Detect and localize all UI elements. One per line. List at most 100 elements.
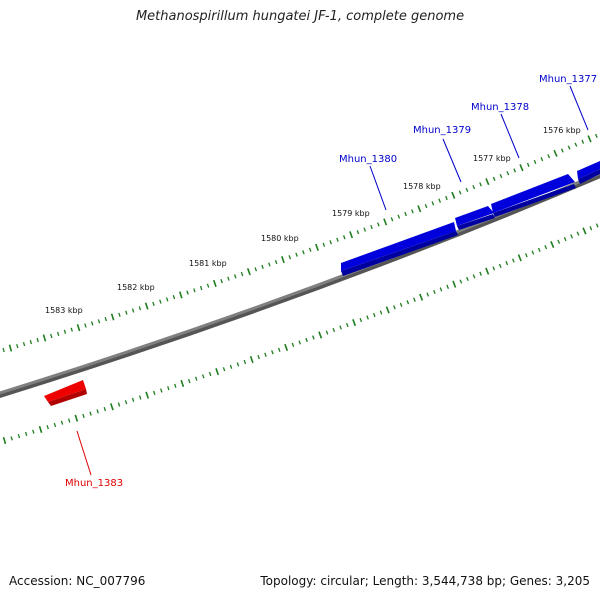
forward-strand-genes [341, 161, 600, 276]
outer-tick-ring [2, 133, 598, 353]
scale-tick [553, 149, 558, 157]
scale-tick [526, 162, 530, 167]
scale-tick [236, 362, 240, 367]
gene-arrow [491, 174, 575, 213]
scale-tick [227, 276, 230, 281]
scale-tick [17, 434, 21, 439]
scale-tick [446, 284, 450, 289]
scale-tick [36, 337, 39, 343]
scale-tick [372, 312, 376, 318]
leader-line [569, 85, 589, 131]
scale-tick [349, 231, 354, 239]
scale-tick [118, 312, 121, 317]
scale-tick [466, 276, 469, 282]
scale-tick [595, 133, 598, 138]
gene-mhun-1378[interactable] [491, 174, 576, 217]
scale-tick [160, 388, 163, 393]
scale-tick [60, 420, 64, 425]
scale-label: 1579 kbp [332, 209, 370, 218]
scale-tick [96, 409, 99, 414]
scale-tick [186, 290, 189, 295]
scale-tick [117, 402, 121, 407]
scale-tick [38, 425, 43, 434]
scale-tick [233, 274, 237, 279]
scale-tick [138, 395, 142, 400]
scale-tick [581, 139, 585, 144]
scale-tick [104, 317, 108, 322]
scale-tick [492, 266, 496, 271]
scale-tick [261, 264, 264, 270]
scale-tick [56, 331, 60, 336]
scale-tick [318, 331, 323, 339]
scale-tick [208, 371, 212, 377]
scale-tick [288, 255, 292, 260]
scale-tick [89, 411, 92, 416]
scale-tick [212, 279, 217, 287]
gene-arrow [341, 222, 456, 271]
scale-tick [452, 280, 457, 288]
scale-tick [277, 347, 281, 352]
gene-mhun-1379[interactable] [455, 206, 495, 230]
scale-tick [84, 323, 87, 328]
scale-tick [417, 205, 422, 213]
scale-tick [152, 390, 156, 396]
scale-tick [42, 334, 47, 342]
scale-tick [187, 378, 191, 384]
scale-tick [419, 293, 424, 301]
leader-line [442, 138, 462, 183]
scale-tick [110, 403, 114, 411]
gene-label[interactable]: Mhun_1378 [471, 102, 529, 113]
scale-tick [595, 223, 599, 228]
scale-tick [370, 224, 373, 230]
scale-tick [22, 342, 26, 347]
scale-tick [479, 182, 482, 187]
accession-label: Accession: NC_007796 [9, 574, 146, 588]
scale-tick [451, 191, 456, 199]
scale-tick [485, 178, 490, 186]
gene-mhun-1377[interactable] [577, 161, 600, 184]
scale-label: 1583 kbp [45, 306, 83, 315]
gene-label[interactable]: Mhun_1380 [339, 154, 397, 165]
scale-tick [145, 391, 150, 399]
gene-label[interactable]: Mhun_1377 [539, 74, 597, 85]
scale-tick [24, 431, 28, 436]
scale-tick [513, 168, 517, 173]
scale-tick [393, 305, 396, 310]
scale-tick [76, 324, 81, 332]
scale-tick [271, 350, 274, 355]
scale-tick [295, 252, 298, 257]
scale-tick [390, 217, 394, 222]
gene-mhun-1380[interactable] [341, 222, 458, 276]
scale-label: 1577 kbp [473, 154, 511, 163]
scale-tick [517, 254, 522, 262]
scale-tick [144, 302, 149, 310]
gene-labels: Mhun_1380 Mhun_1379 Mhun_1378 Mhun_1377 … [65, 74, 597, 489]
scale-tick [570, 234, 573, 239]
scale-tick [336, 237, 339, 242]
gene-label[interactable]: Mhun_1379 [413, 125, 471, 136]
scale-tick [567, 145, 571, 150]
scale-tick [385, 306, 390, 314]
scale-tick [519, 164, 524, 172]
gene-mhun-1383[interactable] [44, 380, 87, 406]
scale-tick [479, 271, 482, 276]
scale-tick [485, 267, 490, 275]
backbone-shadow [0, 174, 600, 398]
scale-tick [229, 364, 233, 369]
scale-tick [63, 329, 67, 334]
scale-tick [243, 359, 247, 365]
scale-tick [589, 226, 593, 231]
scale-tick [383, 218, 388, 226]
gene-arrow-shadow [493, 184, 576, 217]
scale-tick [506, 171, 510, 176]
gene-label[interactable]: Mhun_1383 [65, 478, 123, 489]
scale-tick [201, 374, 205, 379]
scale-tick [180, 379, 185, 388]
scale-tick [131, 308, 135, 313]
scale-label: 1578 kbp [403, 182, 441, 191]
scale-tick [249, 355, 254, 364]
scale-tick [125, 310, 128, 315]
scale-tick [445, 195, 448, 201]
scale-tick [222, 367, 226, 372]
